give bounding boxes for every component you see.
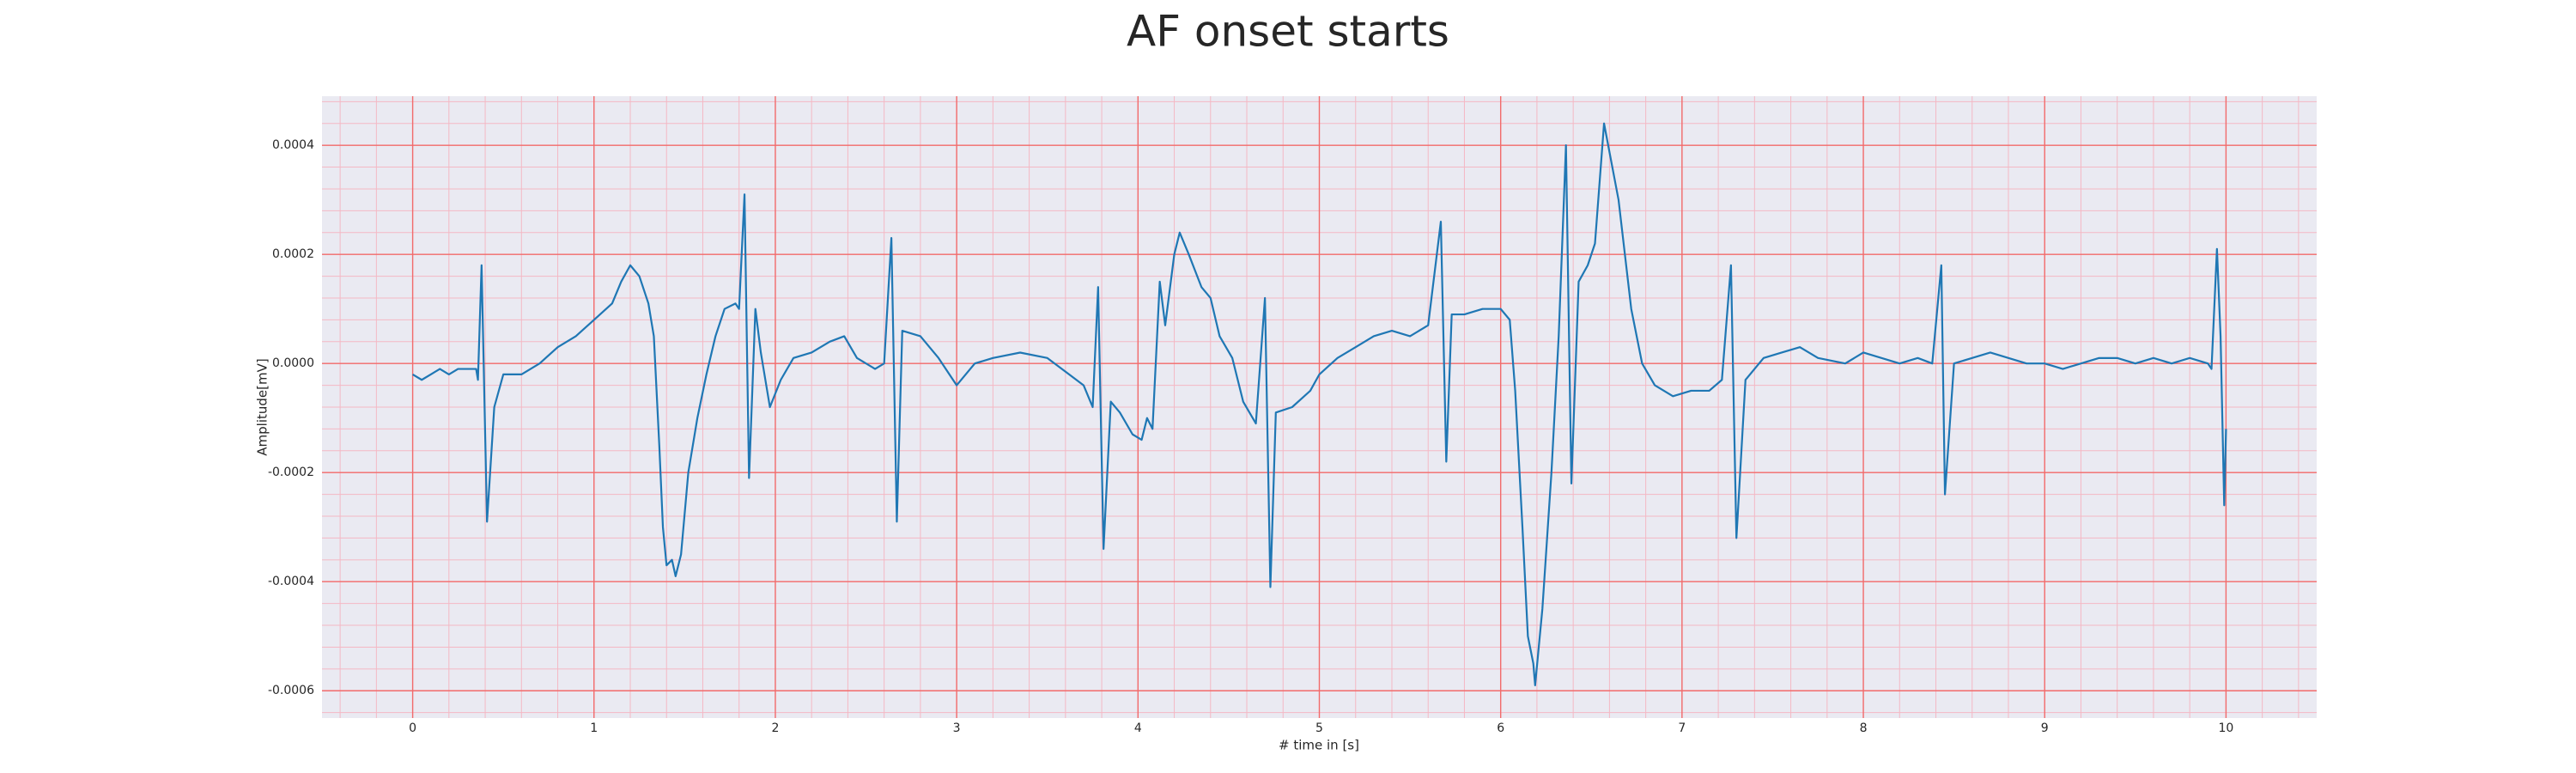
y-tick-label: 0.0004	[272, 138, 314, 152]
x-tick-label: 7	[1678, 721, 1686, 735]
x-tick-label: 5	[1315, 721, 1323, 735]
x-tick-label: 3	[953, 721, 961, 735]
x-axis-label: # time in [s]	[1279, 738, 1359, 753]
x-tick-label: 6	[1497, 721, 1504, 735]
x-tick-label: 2	[771, 721, 779, 735]
x-tick-label: 4	[1134, 721, 1142, 735]
y-axis-label: Amplitude[mV]	[255, 358, 270, 455]
x-tick-label: 10	[2218, 721, 2233, 735]
x-tick-label: 0	[409, 721, 416, 735]
x-tick-label: 9	[2041, 721, 2049, 735]
y-tick-label: 0.0002	[272, 247, 314, 261]
chart-title: AF onset starts	[1127, 7, 1449, 57]
x-tick-label: 8	[1860, 721, 1868, 735]
y-tick-label: 0.0000	[272, 356, 314, 370]
y-tick-label: -0.0006	[268, 684, 314, 697]
y-tick-label: -0.0004	[268, 575, 314, 588]
x-tick-label: 1	[590, 721, 598, 735]
signal-line	[412, 122, 2227, 686]
y-tick-label: -0.0002	[268, 466, 314, 479]
